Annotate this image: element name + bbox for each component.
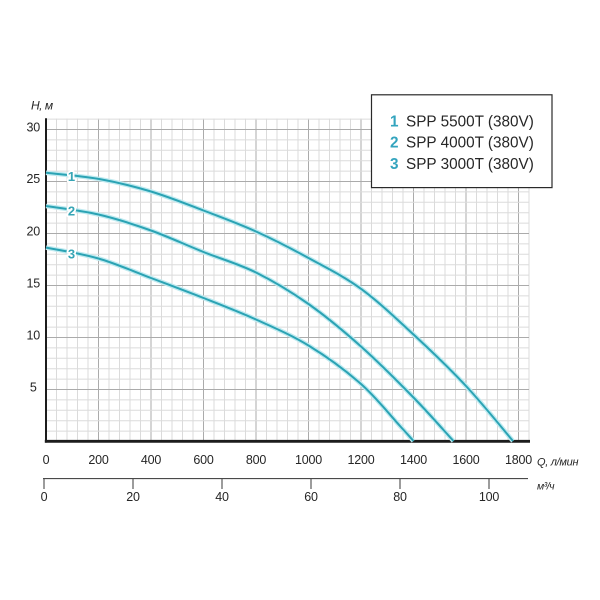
svg-text:1000: 1000 xyxy=(295,453,322,467)
svg-text:20: 20 xyxy=(26,224,40,238)
svg-text:80: 80 xyxy=(393,490,407,504)
svg-text:Q, л/мин: Q, л/мин xyxy=(537,457,578,469)
svg-text:H, м: H, м xyxy=(31,99,53,113)
svg-text:SPP 4000T (380V): SPP 4000T (380V) xyxy=(406,135,534,152)
svg-text:15: 15 xyxy=(26,276,40,290)
svg-text:SPP 5500T (380V): SPP 5500T (380V) xyxy=(406,113,534,130)
svg-text:10: 10 xyxy=(26,328,40,342)
svg-text:200: 200 xyxy=(88,453,109,467)
svg-text:SPP 3000T (380V): SPP 3000T (380V) xyxy=(406,156,534,173)
svg-text:1600: 1600 xyxy=(452,453,479,467)
svg-text:2: 2 xyxy=(68,204,75,219)
svg-text:30: 30 xyxy=(26,120,40,134)
svg-text:1200: 1200 xyxy=(347,453,374,467)
svg-text:800: 800 xyxy=(246,453,267,467)
svg-text:м³/ч: м³/ч xyxy=(537,481,555,493)
svg-text:20: 20 xyxy=(126,490,140,504)
svg-text:0: 0 xyxy=(41,490,48,504)
svg-text:3: 3 xyxy=(68,247,75,262)
svg-text:1: 1 xyxy=(390,113,399,130)
svg-text:0: 0 xyxy=(43,453,50,467)
svg-text:25: 25 xyxy=(26,172,40,186)
svg-text:600: 600 xyxy=(193,453,214,467)
svg-text:400: 400 xyxy=(141,453,162,467)
svg-text:1: 1 xyxy=(68,169,75,184)
svg-text:3: 3 xyxy=(390,156,399,173)
svg-text:1800: 1800 xyxy=(505,453,532,467)
svg-text:1400: 1400 xyxy=(400,453,427,467)
svg-text:40: 40 xyxy=(215,490,229,504)
svg-text:60: 60 xyxy=(304,490,318,504)
svg-text:100: 100 xyxy=(479,490,500,504)
svg-text:2: 2 xyxy=(390,135,399,152)
svg-text:5: 5 xyxy=(30,381,37,395)
